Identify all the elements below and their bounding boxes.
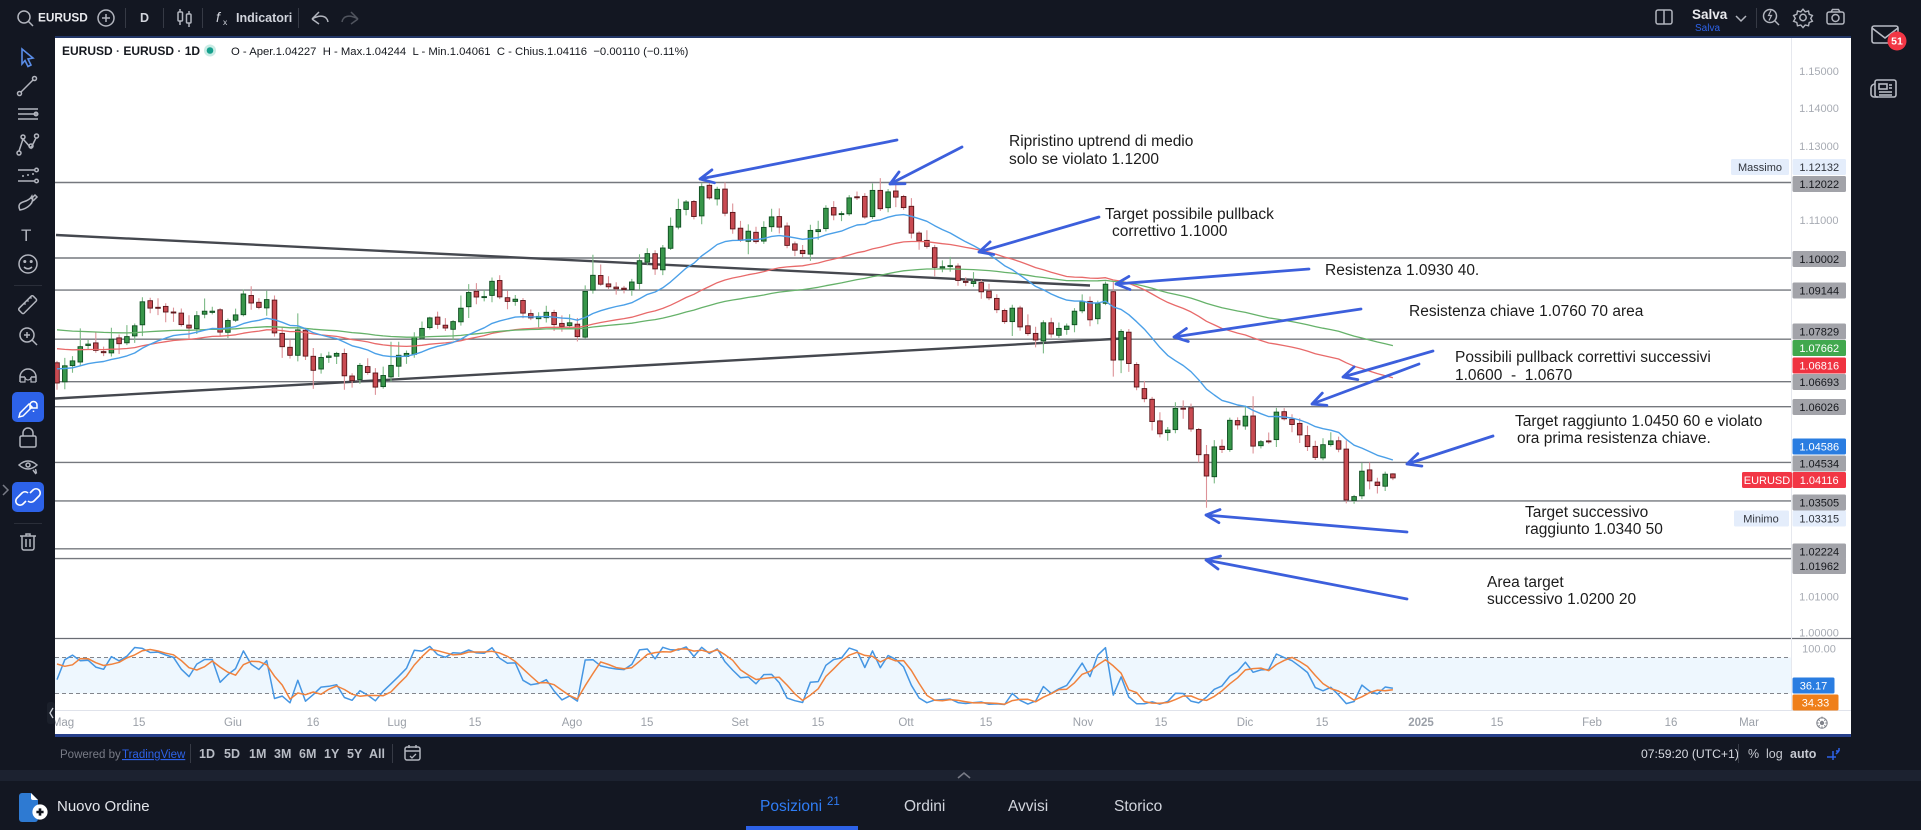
svg-text:1M: 1M	[249, 747, 266, 761]
svg-text:%: %	[1748, 747, 1759, 761]
svg-text:Nov: Nov	[1073, 717, 1094, 729]
svg-text:1.09144: 1.09144	[1799, 285, 1839, 297]
svg-text:51: 51	[1891, 36, 1903, 48]
svg-text:15: 15	[469, 717, 482, 729]
svg-text:6M: 6M	[299, 747, 316, 761]
svg-text:Mar: Mar	[1739, 717, 1759, 729]
svg-text:Storico: Storico	[1114, 798, 1162, 815]
svg-text:1.10002: 1.10002	[1799, 254, 1839, 266]
svg-text:34.33: 34.33	[1802, 697, 1830, 709]
svg-text:All: All	[369, 747, 385, 761]
svg-text:1.00000: 1.00000	[1799, 627, 1839, 639]
svg-text:07:59:20 (UTC+1): 07:59:20 (UTC+1)	[1641, 747, 1739, 761]
svg-text:Target possibile pullback: Target possibile pullback	[1105, 206, 1274, 223]
svg-text:Ott: Ott	[898, 717, 914, 729]
svg-text:1.0600 - 1.0670: 1.0600 - 1.0670	[1455, 367, 1573, 384]
svg-text:1.01000: 1.01000	[1799, 591, 1839, 603]
svg-text:1.04116: 1.04116	[1800, 475, 1839, 487]
svg-text:solo se violato 1.1200: solo se violato 1.1200	[1009, 151, 1159, 168]
svg-text:1.13000: 1.13000	[1799, 141, 1839, 153]
svg-text:3M: 3M	[274, 747, 291, 761]
svg-text:1.12022: 1.12022	[1799, 179, 1839, 191]
svg-text:Set: Set	[731, 717, 749, 729]
svg-text:1.06026: 1.06026	[1799, 402, 1839, 414]
svg-text:16: 16	[307, 717, 320, 729]
svg-text:Target raggiunto 1.0450 60 e v: Target raggiunto 1.0450 60 e violato	[1515, 413, 1762, 430]
svg-text:1.04586: 1.04586	[1799, 441, 1839, 453]
svg-text:Nuovo Ordine: Nuovo Ordine	[57, 798, 150, 815]
svg-text:15: 15	[980, 717, 993, 729]
svg-text:15: 15	[1491, 717, 1504, 729]
svg-text:15: 15	[641, 717, 654, 729]
svg-text:auto: auto	[1790, 747, 1817, 761]
svg-text:Minimo: Minimo	[1743, 513, 1778, 525]
svg-text:correttivo 1.1000: correttivo 1.1000	[1112, 223, 1228, 240]
svg-text:EURUSD: EURUSD	[1744, 475, 1791, 487]
svg-text:successivo 1.0200 20: successivo 1.0200 20	[1487, 591, 1636, 608]
svg-text:Feb: Feb	[1582, 717, 1602, 729]
svg-text:ora prima resistenza chiave.: ora prima resistenza chiave.	[1517, 430, 1711, 447]
svg-text:1.14000: 1.14000	[1799, 103, 1839, 115]
svg-text:Avvisi: Avvisi	[1008, 798, 1048, 815]
svg-text:1.03505: 1.03505	[1799, 497, 1839, 509]
svg-text:Salva: Salva	[1695, 23, 1720, 34]
svg-text:O - Aper.1.04227 H - Max.1.04: O - Aper.1.04227 H - Max.1.04244 L - Min…	[231, 46, 689, 58]
svg-text:T: T	[21, 226, 31, 245]
svg-text:Ordini: Ordini	[904, 798, 945, 815]
svg-text:1Y: 1Y	[324, 747, 340, 761]
svg-text:x: x	[223, 17, 228, 27]
svg-text:Massimo: Massimo	[1738, 162, 1782, 174]
svg-text:log: log	[1766, 747, 1783, 761]
svg-text:1D: 1D	[199, 747, 215, 761]
svg-text:1.12132: 1.12132	[1799, 162, 1839, 174]
svg-text:36.17: 36.17	[1800, 680, 1828, 692]
svg-text:Giu: Giu	[224, 717, 242, 729]
svg-text:1.11000: 1.11000	[1800, 215, 1839, 227]
svg-text:Mag: Mag	[55, 717, 74, 729]
svg-text:1.07829: 1.07829	[1799, 326, 1839, 338]
svg-text:16: 16	[1665, 717, 1678, 729]
svg-text:Ago: Ago	[562, 717, 582, 729]
svg-text:Resistenza 1.0930 40.: Resistenza 1.0930 40.	[1325, 262, 1479, 279]
svg-text:Salva: Salva	[1692, 7, 1728, 22]
svg-text:EURUSD: EURUSD	[38, 11, 88, 25]
svg-text:raggiunto 1.0340 50: raggiunto 1.0340 50	[1525, 521, 1663, 538]
svg-text:1.06693: 1.06693	[1799, 377, 1839, 389]
svg-text:100.00: 100.00	[1802, 643, 1836, 655]
svg-text:1.06816: 1.06816	[1799, 360, 1839, 372]
svg-text:15: 15	[812, 717, 825, 729]
svg-text:1.07662: 1.07662	[1799, 343, 1839, 355]
svg-text:D: D	[140, 11, 149, 25]
svg-text:1.02224: 1.02224	[1799, 546, 1839, 558]
svg-text:5D: 5D	[224, 747, 240, 761]
svg-text:1.04534: 1.04534	[1799, 458, 1839, 470]
svg-text:1.01962: 1.01962	[1799, 561, 1839, 573]
svg-text:5Y: 5Y	[347, 747, 363, 761]
svg-text:1.15000: 1.15000	[1799, 66, 1839, 78]
svg-text:Ripristino uptrend di medio: Ripristino uptrend di medio	[1009, 133, 1193, 150]
svg-text:1.03315: 1.03315	[1799, 513, 1839, 525]
svg-text:Indicatori: Indicatori	[236, 11, 292, 25]
svg-text:Dic: Dic	[1237, 717, 1254, 729]
svg-text:2025: 2025	[1408, 717, 1434, 729]
svg-text:21: 21	[827, 796, 840, 808]
svg-text:Resistenza chiave 1.0760 70 ar: Resistenza chiave 1.0760 70 area	[1409, 303, 1644, 320]
svg-text:Target successivo: Target successivo	[1525, 504, 1648, 521]
svg-text:Area target: Area target	[1487, 574, 1564, 591]
svg-text:EURUSD · EURUSD · 1D: EURUSD · EURUSD · 1D	[62, 44, 200, 58]
svg-text:Powered by: Powered by	[60, 749, 121, 761]
svg-text:f: f	[216, 9, 222, 25]
svg-text:Lug: Lug	[387, 717, 406, 729]
svg-text:15: 15	[1316, 717, 1329, 729]
svg-text:15: 15	[133, 717, 146, 729]
svg-text:Posizioni: Posizioni	[760, 798, 822, 815]
svg-text:TradingView: TradingView	[122, 749, 186, 761]
svg-text:15: 15	[1155, 717, 1168, 729]
svg-text:Possibili pullback correttivi: Possibili pullback correttivi successivi	[1455, 349, 1711, 366]
